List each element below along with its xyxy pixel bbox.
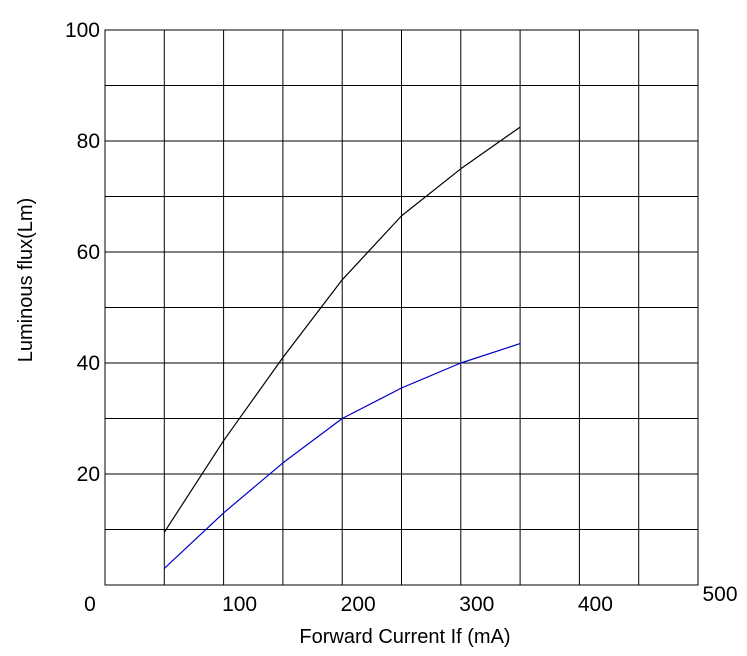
x-tick-label: 300 bbox=[459, 593, 494, 616]
x-tick-labels: 0 100 200 300 400 500 bbox=[84, 583, 737, 616]
y-tick-label: 60 bbox=[77, 241, 100, 264]
series-line-2 bbox=[163, 343, 521, 569]
x-axis-title: Forward Current If (mA) bbox=[299, 626, 510, 648]
plot-frame bbox=[104, 29, 699, 586]
series-line-1 bbox=[163, 126, 521, 533]
grid bbox=[105, 30, 698, 585]
y-axis-title: Luminous flux(Lm) bbox=[15, 198, 37, 363]
y-tick-label: 20 bbox=[77, 463, 100, 486]
x-tick-label: 200 bbox=[341, 593, 376, 616]
y-tick-label: 40 bbox=[77, 352, 100, 375]
x-tick-label: 100 bbox=[222, 593, 257, 616]
x-tick-label: 0 bbox=[84, 593, 96, 616]
x-tick-label: 400 bbox=[578, 593, 613, 616]
series-lines bbox=[163, 126, 521, 569]
y-tick-label: 80 bbox=[77, 130, 100, 153]
y-tick-labels: 20 40 60 80 100 bbox=[65, 19, 100, 486]
y-tick-label: 100 bbox=[65, 19, 100, 42]
x-tick-label: 500 bbox=[702, 583, 737, 606]
